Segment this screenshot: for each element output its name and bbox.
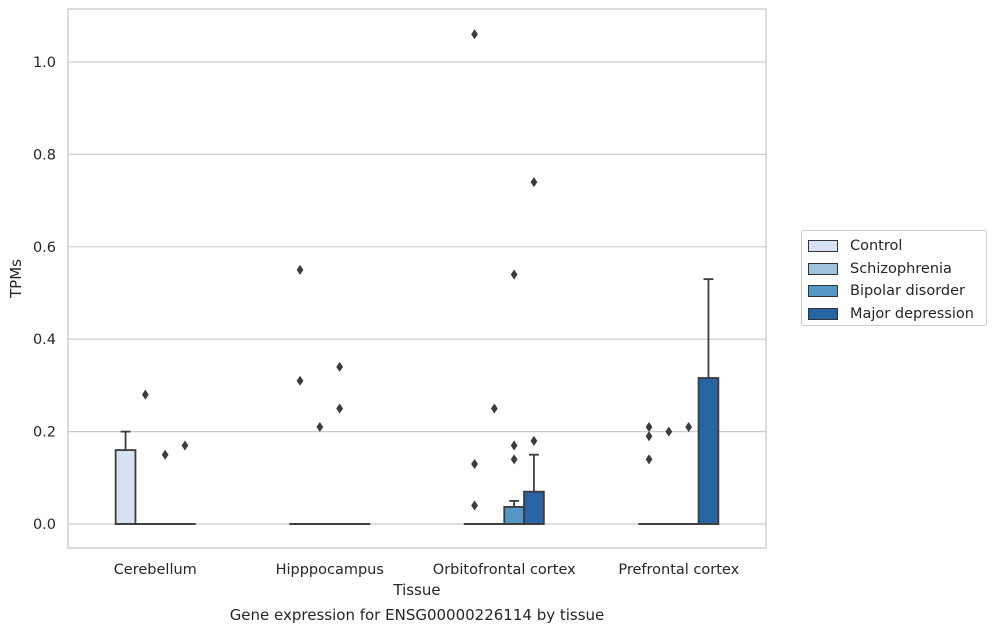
y-tick-label: 0.0: [33, 517, 56, 533]
outlier-point: [510, 269, 518, 280]
legend-label: Bipolar disorder: [850, 283, 965, 300]
x-tick-label: Prefrontal cortex: [618, 562, 739, 578]
outlier-point: [530, 435, 538, 446]
box: [523, 490, 545, 525]
outlier-point: [471, 458, 478, 469]
outlier-point: [141, 389, 149, 400]
chart-caption: Gene expression for ENSG00000226114 by t…: [229, 606, 605, 624]
legend-item: Bipolar disorder: [808, 280, 980, 303]
outlier-point: [336, 361, 344, 372]
outlier-point: [336, 403, 344, 414]
outlier-point: [471, 500, 478, 511]
outlier-point: [490, 403, 498, 414]
box: [503, 506, 525, 525]
legend-item: Control: [808, 235, 980, 258]
plot-frame: [67, 8, 767, 549]
outlier-point: [685, 421, 693, 432]
y-tick-label: 0.6: [33, 240, 56, 256]
outlier-point: [471, 29, 478, 40]
box: [697, 377, 720, 525]
outlier-point: [510, 440, 518, 451]
outlier-point: [645, 431, 653, 442]
y-tick-label: 1.0: [33, 55, 56, 71]
legend-label: Schizophrenia: [850, 260, 952, 277]
outlier-point: [296, 264, 304, 275]
outlier-point: [296, 375, 304, 386]
legend-swatch: [808, 285, 838, 298]
legend-swatch: [808, 240, 838, 253]
outlier-point: [510, 454, 518, 465]
legend-swatch: [808, 307, 838, 320]
y-tick-label: 0.2: [33, 425, 56, 441]
outlier-point: [645, 421, 653, 432]
x-tick-label: Cerebellum: [114, 562, 197, 578]
x-tick-label: Orbitofrontal cortex: [433, 562, 576, 578]
outlier-point: [530, 177, 538, 188]
x-tick-label: Hipppocampus: [276, 562, 384, 578]
outlier-point: [645, 454, 653, 465]
box: [114, 449, 137, 525]
x-axis-label: Tissue: [392, 581, 440, 599]
legend-label: Major depression: [850, 305, 974, 322]
outlier-point: [665, 426, 673, 437]
legend-item: Schizophrenia: [808, 258, 980, 281]
y-tick-label: 0.4: [33, 332, 56, 348]
legend-swatch: [808, 262, 838, 275]
outlier-point: [161, 449, 169, 460]
legend-label: Control: [850, 238, 903, 255]
legend-item: Major depression: [808, 303, 980, 326]
outlier-point: [316, 421, 324, 432]
outlier-point: [181, 440, 189, 451]
legend: Control Schizophrenia Bipolar disorder Majo…: [801, 230, 987, 326]
y-tick-label: 0.8: [33, 147, 56, 163]
y-axis-label: TPMs: [7, 259, 25, 299]
